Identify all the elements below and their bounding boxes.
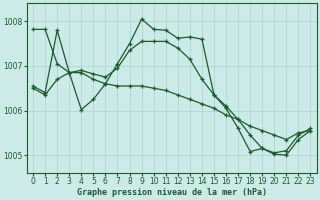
- X-axis label: Graphe pression niveau de la mer (hPa): Graphe pression niveau de la mer (hPa): [77, 188, 267, 197]
